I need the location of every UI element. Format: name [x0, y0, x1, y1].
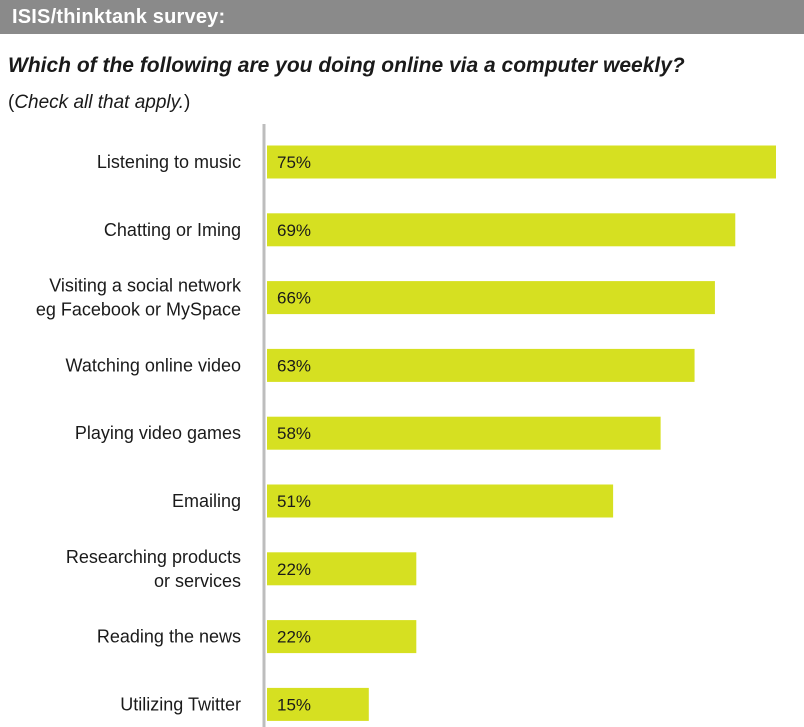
bar [267, 281, 715, 315]
note-close-paren: ) [184, 92, 191, 113]
bar [267, 620, 417, 654]
category-label-line: Playing video games [75, 423, 241, 443]
bar-value-label: 66% [277, 289, 311, 308]
category-label-line: Watching online video [66, 355, 241, 375]
header-title: ISIS/thinktank survey: [12, 6, 226, 28]
category-label: Watching online video [66, 355, 241, 375]
bar-value-label: 75% [277, 153, 311, 172]
instruction-note: (Check all that apply.) [8, 92, 190, 114]
category-label: Playing video games [75, 423, 241, 443]
bar [267, 552, 417, 586]
category-label: Emailing [172, 491, 241, 511]
category-label-line: Chatting or Iming [104, 220, 241, 240]
category-label-line: Reading the news [97, 627, 241, 647]
question-text: Which of the following are you doing onl… [8, 54, 685, 77]
bar [267, 145, 776, 179]
bar [267, 213, 736, 247]
bar [267, 348, 695, 382]
category-label: Researching products or services [66, 547, 241, 591]
category-label: Reading the news [97, 627, 241, 647]
category-label-line: Visiting a social network [49, 276, 242, 296]
category-label-line: Utilizing Twitter [120, 694, 241, 714]
category-label: Listening to music [97, 152, 241, 172]
note-text: Check all that apply. [14, 92, 185, 113]
category-label: Utilizing Twitter [120, 694, 241, 714]
category-label-line: or services [154, 571, 241, 591]
category-label: Visiting a social network eg Facebook or … [36, 276, 242, 320]
bar-value-label: 22% [277, 628, 311, 647]
bar-value-label: 15% [277, 695, 311, 714]
category-label: Chatting or Iming [104, 220, 241, 240]
category-label-line: Listening to music [97, 152, 241, 172]
category-label-line: Researching products [66, 547, 241, 567]
bar [267, 687, 369, 721]
bar-value-label: 63% [277, 356, 311, 375]
bar-value-label: 69% [277, 221, 311, 240]
note-open-paren: ( [8, 92, 15, 113]
bar-value-label: 51% [277, 492, 311, 511]
category-label-line: Emailing [172, 491, 241, 511]
bar-value-label: 22% [277, 560, 311, 579]
bar [267, 484, 614, 518]
bar [267, 416, 661, 450]
bar-value-label: 58% [277, 424, 311, 443]
header-bar: ISIS/thinktank survey: [0, 0, 804, 34]
category-label-line: eg Facebook or MySpace [36, 300, 241, 320]
